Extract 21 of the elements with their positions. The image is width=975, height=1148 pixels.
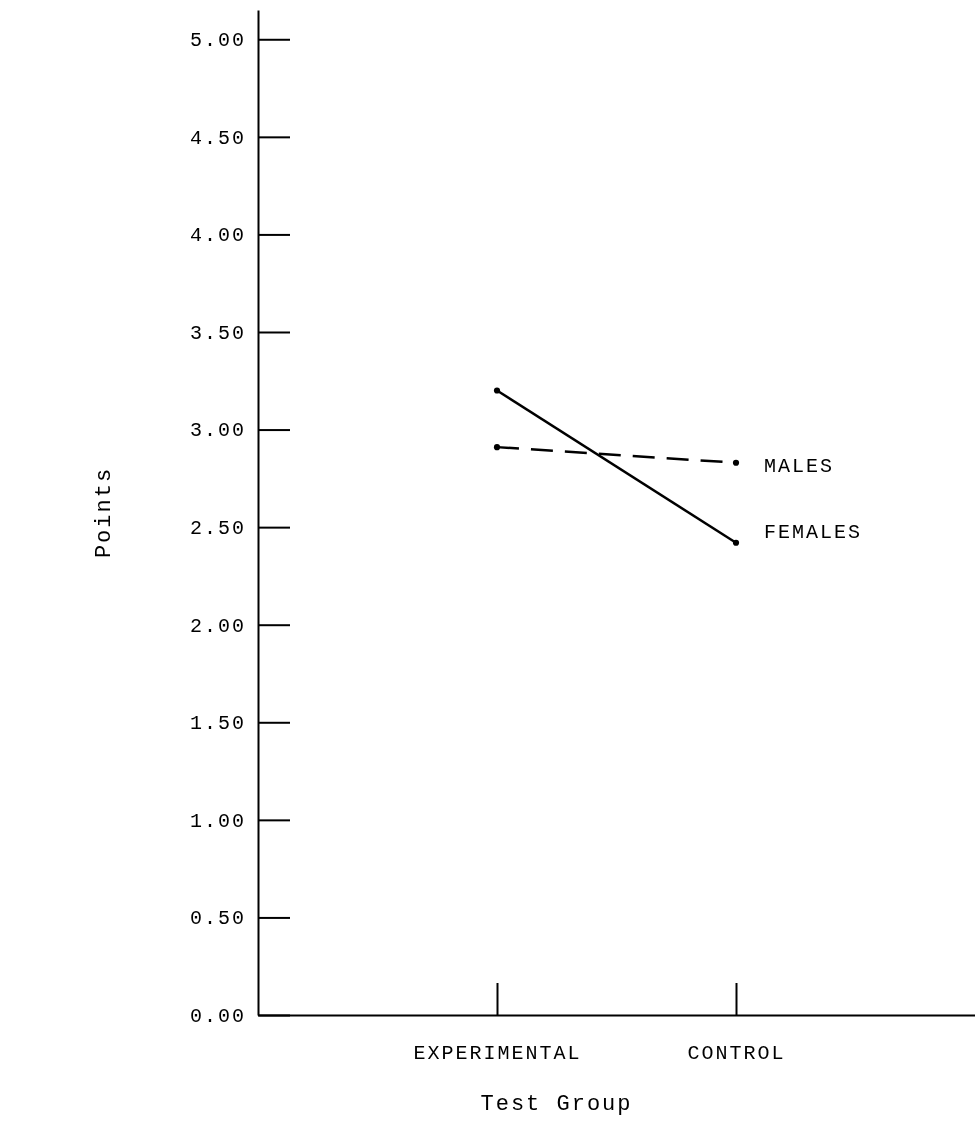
y-tick-label: 0.00 bbox=[189, 1004, 246, 1028]
y-tick-label: 4.00 bbox=[189, 224, 246, 248]
point bbox=[493, 444, 501, 451]
y-tick-label: 5.00 bbox=[189, 29, 246, 53]
series-label: MALES bbox=[764, 455, 835, 479]
point bbox=[732, 539, 740, 546]
y-axis-title: Points bbox=[92, 466, 117, 559]
y-tick-label: 0.50 bbox=[189, 907, 246, 931]
y-tick-label: 3.00 bbox=[189, 419, 246, 443]
y-tick-label: 1.00 bbox=[189, 809, 246, 833]
series-label: FEMALES bbox=[764, 521, 863, 545]
y-tick-label: 2.00 bbox=[189, 614, 246, 638]
x-tick-label: CONTROL bbox=[687, 1042, 786, 1066]
y-tick-label: 1.50 bbox=[189, 712, 246, 736]
x-axis-title: Test Group bbox=[480, 1092, 633, 1117]
y-tick-label: 2.50 bbox=[189, 517, 246, 541]
point bbox=[732, 459, 740, 466]
x-tick-label: EXPERIMENTAL bbox=[413, 1042, 582, 1066]
point bbox=[493, 387, 501, 394]
y-tick-label: 4.50 bbox=[189, 126, 246, 150]
y-tick-label: 3.50 bbox=[189, 321, 246, 345]
